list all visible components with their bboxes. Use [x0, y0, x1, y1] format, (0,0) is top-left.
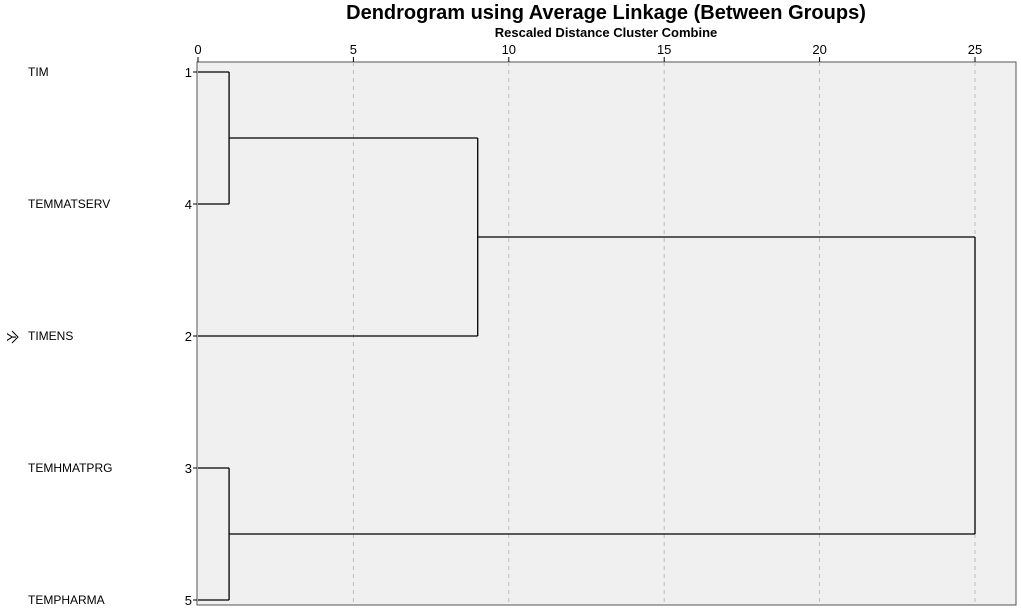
grid-lines — [352, 62, 976, 605]
plot-area — [196, 61, 1017, 606]
leaf-number: 3 — [185, 461, 192, 476]
x-tick-label-5: 5 — [350, 42, 357, 57]
x-tick-label-20: 20 — [812, 42, 826, 57]
leaf-number: 5 — [185, 593, 192, 608]
x-tick-label-10: 10 — [502, 42, 516, 57]
x-tick-label-0: 0 — [194, 42, 201, 57]
leaf-number: 2 — [185, 329, 192, 344]
leaf-label: TIM — [28, 65, 49, 79]
leaf-number: 1 — [185, 65, 192, 80]
chart-title: Dendrogram using Average Linkage (Betwee… — [346, 2, 866, 24]
y-axis-label: Y — [4, 332, 19, 341]
dendrogram-links — [198, 71, 976, 601]
leaf-label: TEMPHARMA — [28, 593, 105, 607]
merge-link-3 — [229, 236, 976, 535]
leaf-label: TEMHMATPRG — [28, 461, 112, 475]
leaf-label: TIMENS — [28, 329, 73, 343]
x-tick-label-15: 15 — [657, 42, 671, 57]
y-axis-label-group: Y — [4, 330, 19, 344]
leaf-label: TEMMATSERV — [28, 197, 110, 211]
leaf-labels: TIM 1 TEMMATSERV 4 TIMENS 2 TEMHMATPRG 3 TEMPHAR… — [28, 65, 197, 608]
x-tick-label-25: 25 — [968, 42, 982, 57]
x-axis: 0 5 10 15 20 25 — [194, 42, 982, 62]
y-axis-arrow-icon — [11, 330, 19, 344]
chart-subtitle: Rescaled Distance Cluster Combine — [495, 25, 718, 40]
leaf-number: 4 — [185, 197, 192, 212]
